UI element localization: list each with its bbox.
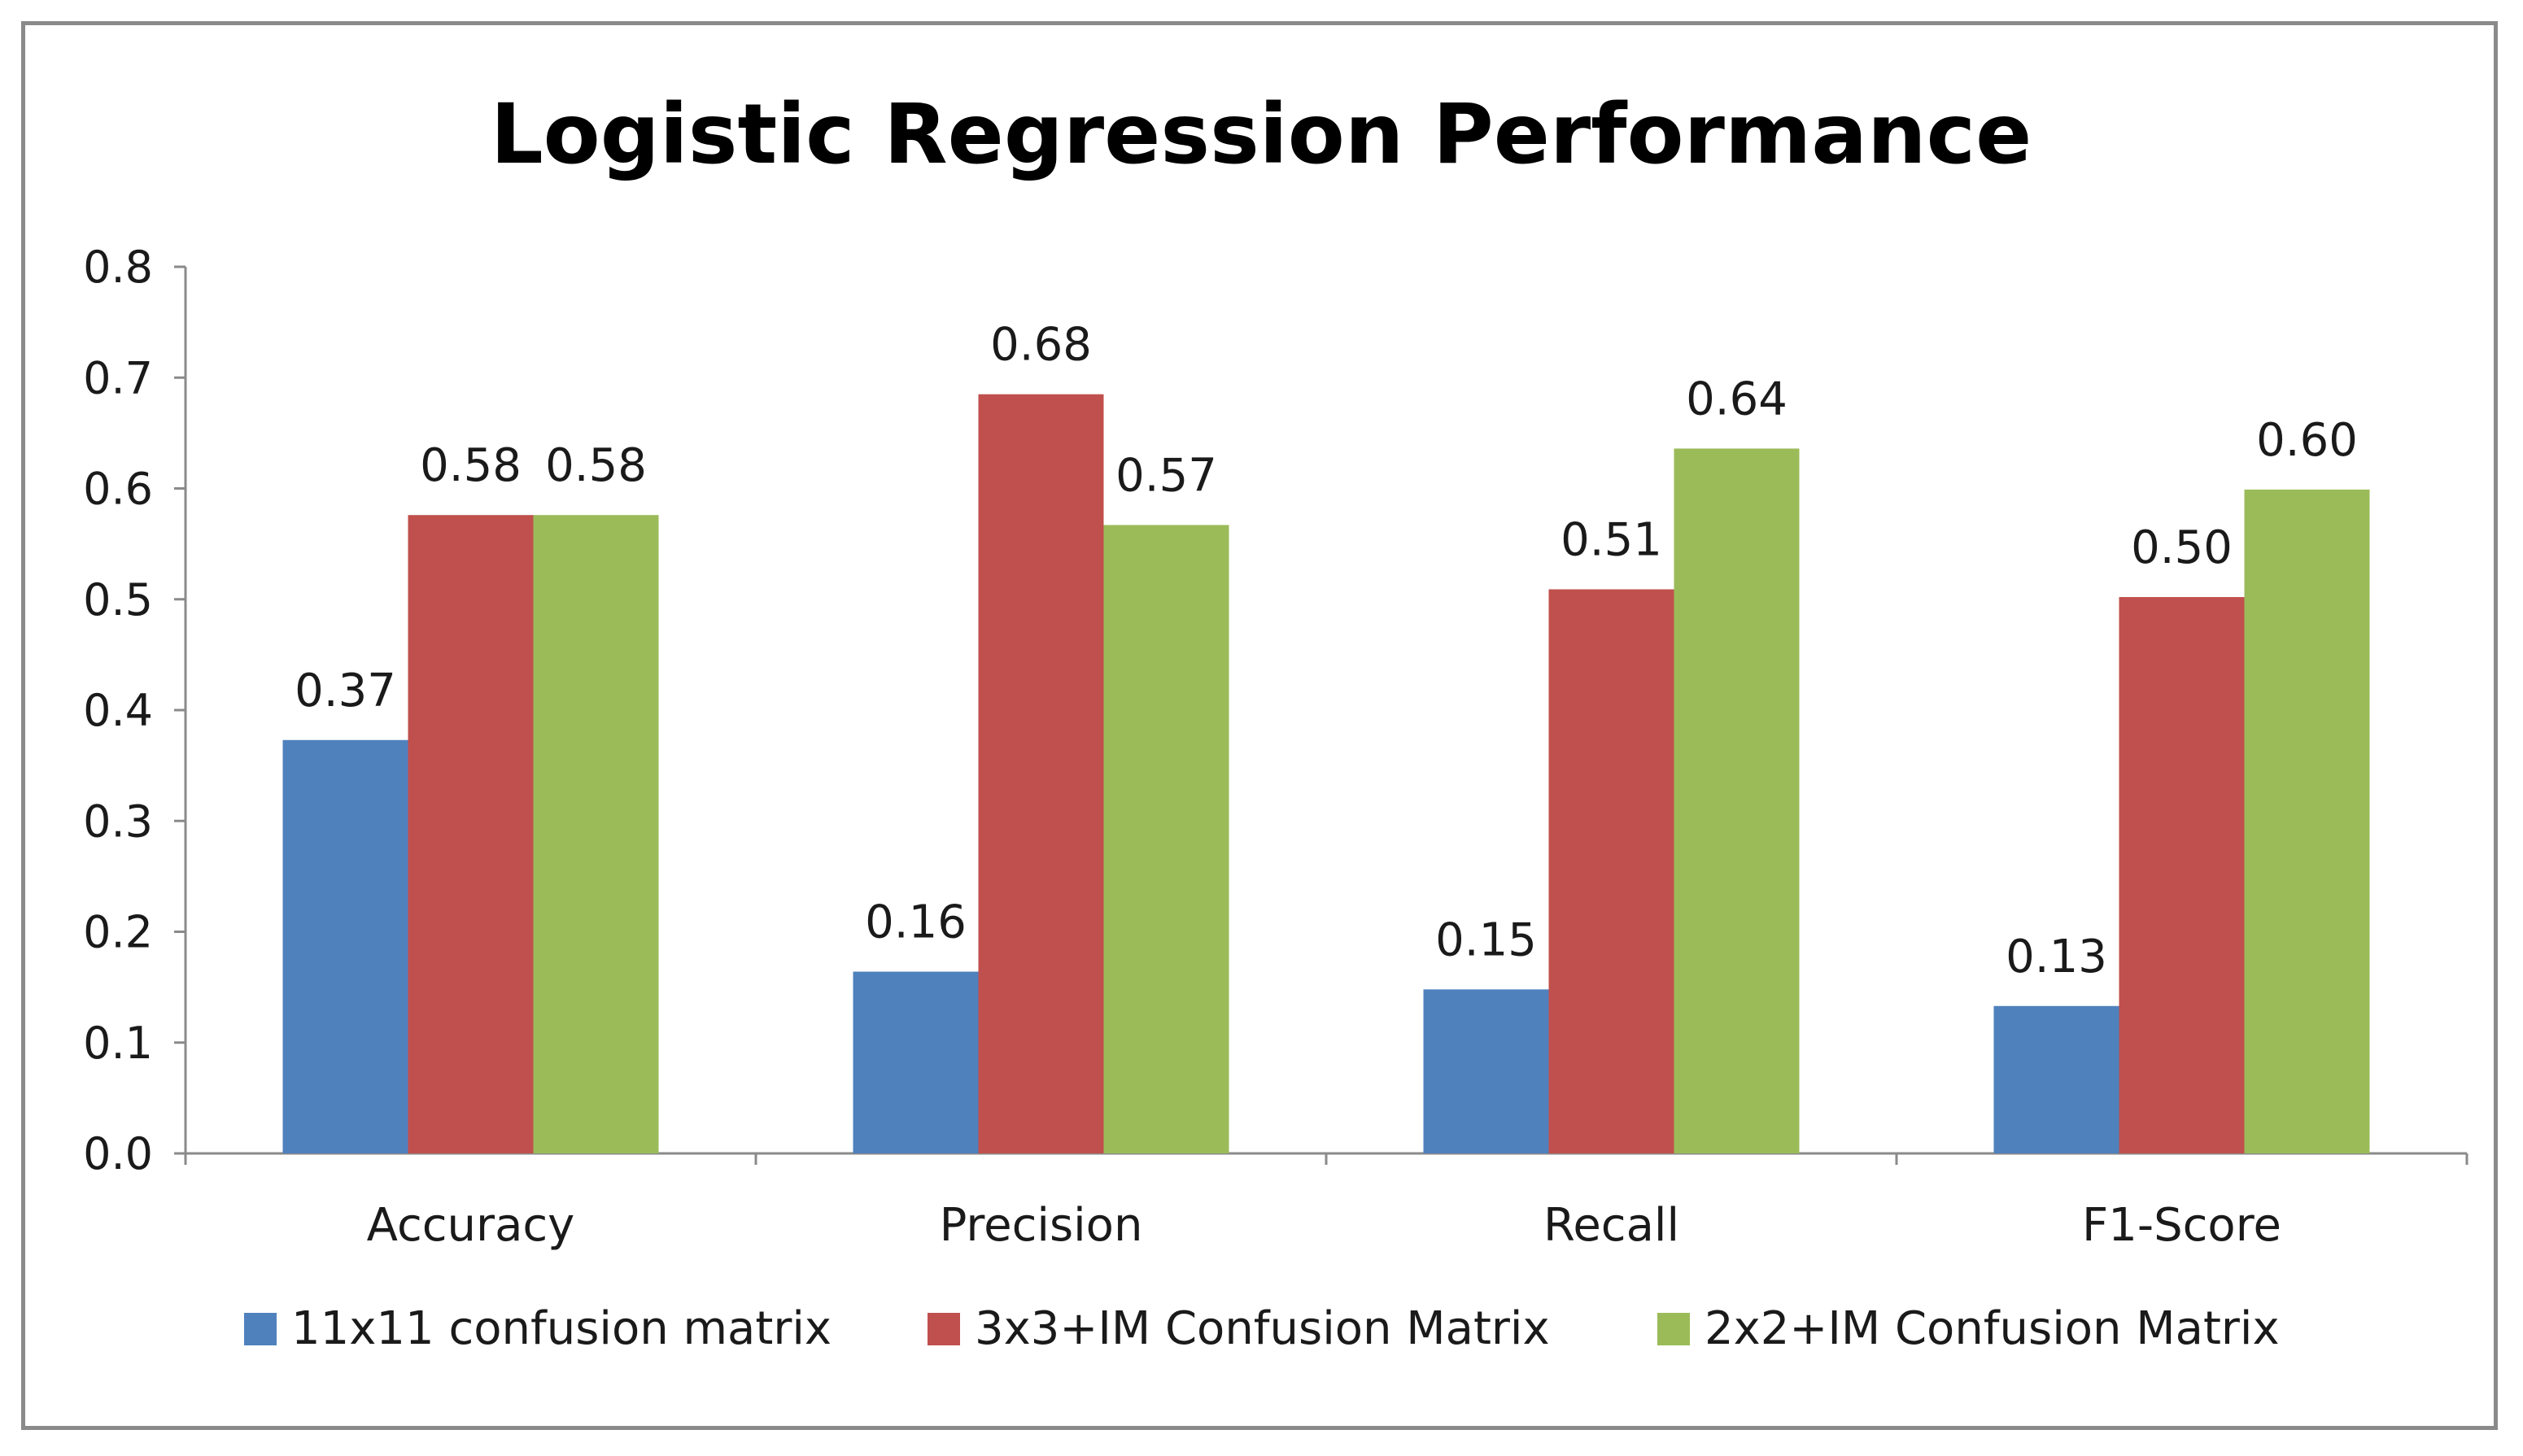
data-label: 0.37 xyxy=(295,665,396,717)
legend-label: 3x3+IM Confusion Matrix xyxy=(975,1302,1550,1355)
y-tick-label: 0.8 xyxy=(83,242,153,293)
category-label: Accuracy xyxy=(367,1199,575,1252)
bar xyxy=(282,739,408,1153)
y-tick-label: 0.3 xyxy=(83,796,153,847)
data-label: 0.13 xyxy=(2006,931,2107,983)
data-label: 0.60 xyxy=(2256,414,2358,467)
legend-label: 2x2+IM Confusion Matrix xyxy=(1705,1302,2280,1355)
bar xyxy=(1993,1005,2119,1153)
data-label: 0.68 xyxy=(990,319,1092,372)
legend-label: 11x11 confusion matrix xyxy=(291,1302,832,1355)
bar xyxy=(1674,448,1800,1153)
legend-swatch xyxy=(1657,1313,1690,1345)
data-label: 0.64 xyxy=(1686,373,1787,425)
bar xyxy=(978,394,1104,1153)
data-label: 0.58 xyxy=(545,439,647,492)
y-tick-label: 0.1 xyxy=(83,1018,153,1069)
y-tick-label: 0.4 xyxy=(83,685,153,736)
data-label: 0.16 xyxy=(865,896,967,949)
bar xyxy=(1103,525,1229,1153)
data-labels: 0.37 0.16 0.15 0.13 0.58 0.68 0.51 0.50 0.58 0.57… xyxy=(295,319,2358,983)
legend-swatch xyxy=(244,1313,277,1345)
chart-title: Logistic Regression Performance xyxy=(491,86,2032,183)
bar xyxy=(853,971,979,1153)
bar xyxy=(2119,597,2245,1153)
y-tick-label: 0.6 xyxy=(83,464,153,515)
data-label: 0.57 xyxy=(1115,449,1217,502)
y-tick-label: 0.0 xyxy=(83,1128,153,1179)
y-tick-label: 0.2 xyxy=(83,907,153,958)
y-tick-label: 0.5 xyxy=(83,574,153,626)
bar xyxy=(408,515,534,1153)
data-label: 0.15 xyxy=(1435,913,1537,966)
category-label: Recall xyxy=(1543,1199,1679,1252)
category-label: F1-Score xyxy=(2082,1199,2281,1252)
bars xyxy=(282,394,2370,1153)
data-label: 0.51 xyxy=(1561,513,1662,566)
category-label: Precision xyxy=(940,1199,1143,1252)
bar xyxy=(1548,589,1674,1153)
bar xyxy=(1423,989,1549,1153)
legend-swatch xyxy=(928,1313,960,1345)
bar xyxy=(533,515,659,1153)
data-label: 0.58 xyxy=(420,439,522,492)
y-tick-label: 0.7 xyxy=(83,352,153,403)
data-label: 0.50 xyxy=(2131,521,2233,574)
legend: 11x11 confusion matrix 3x3+IM Confusion M… xyxy=(244,1302,2280,1355)
bar xyxy=(2244,489,2370,1153)
